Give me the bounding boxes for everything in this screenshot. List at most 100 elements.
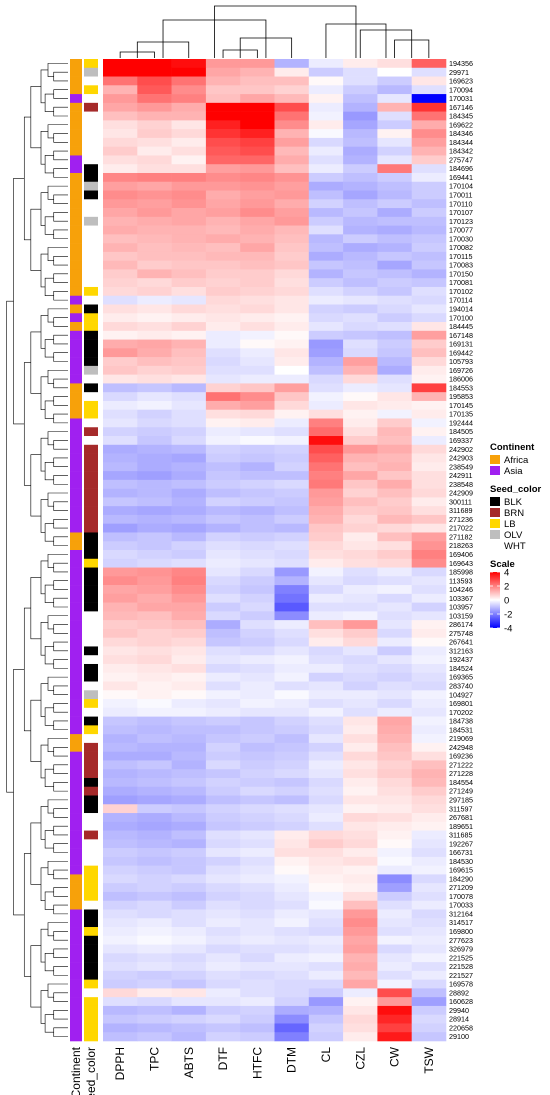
continent-cell	[70, 585, 82, 595]
continent-cell	[70, 471, 82, 481]
heatmap-cell	[343, 707, 378, 717]
row-dendrogram-link	[53, 703, 68, 713]
heatmap-cell	[137, 550, 172, 560]
heatmap-cell	[274, 944, 310, 954]
heatmap-cell	[103, 655, 138, 665]
row-label: 194014	[449, 304, 473, 313]
heatmap-cell	[205, 795, 241, 805]
heatmap-cell	[171, 400, 207, 411]
heatmap-cell	[171, 330, 207, 340]
heatmap-cell	[240, 628, 275, 638]
heatmap-cell	[240, 365, 275, 375]
continent-cell	[70, 1005, 82, 1015]
heatmap-cell	[103, 769, 138, 779]
heatmap-cell	[274, 865, 310, 875]
heatmap-cell	[274, 348, 310, 358]
heatmap-cell	[171, 558, 207, 568]
row-dendrogram-link	[23, 116, 31, 241]
heatmap-cell	[377, 269, 412, 279]
seed-color-cell	[84, 225, 98, 235]
heatmap-cell	[411, 707, 447, 717]
heatmap-cell	[377, 1014, 412, 1024]
continent-cell	[70, 129, 82, 139]
heatmap-cell	[103, 620, 138, 630]
heatmap-cell	[240, 786, 275, 796]
heatmap-cell	[240, 85, 275, 95]
heatmap-cell	[377, 155, 412, 165]
heatmap-cell	[171, 874, 207, 884]
row-label: 169643	[449, 559, 473, 568]
heatmap-cell	[103, 874, 138, 884]
heatmap-cell	[343, 339, 378, 349]
column-label: CZL	[353, 1047, 367, 1070]
seed-color-cell	[84, 646, 98, 656]
row-dendrogram-link	[53, 746, 68, 757]
heatmap-cell	[343, 506, 378, 516]
row-dendrogram-link	[53, 887, 68, 897]
heatmap-cell	[205, 392, 241, 402]
continent-cell	[70, 251, 82, 261]
heatmap-cell	[343, 690, 378, 700]
row-dendrogram-link	[30, 577, 41, 640]
row-label: 28914	[449, 1015, 469, 1024]
heatmap-cell	[308, 821, 344, 831]
legend-seed-title: Seed_color	[490, 484, 542, 495]
heatmap-cell	[377, 348, 412, 358]
continent-cell	[70, 655, 82, 665]
heatmap-cell	[411, 1032, 447, 1042]
heatmap-cell	[240, 383, 275, 393]
heatmap-cell	[411, 988, 447, 998]
row-dendrogram-link	[53, 150, 68, 161]
heatmap-cell	[240, 821, 275, 831]
heatmap-cell	[274, 85, 310, 95]
heatmap-cell	[205, 304, 241, 314]
heatmap-cell	[137, 786, 172, 796]
heatmap-cell	[240, 576, 275, 586]
seed-color-cell	[84, 427, 98, 437]
heatmap-cell	[171, 1005, 207, 1015]
row-dendrogram-link	[53, 580, 68, 590]
row-dendrogram-link	[44, 400, 54, 419]
row-dendrogram-link	[6, 300, 14, 793]
continent-cell	[70, 795, 82, 805]
seed-color-cell	[84, 927, 98, 937]
heatmap-cell	[377, 409, 412, 419]
column-label: DTF	[216, 1047, 230, 1070]
heatmap-cell	[103, 365, 138, 375]
row-dendrogram-link	[53, 659, 68, 669]
heatmap-cell	[171, 944, 207, 954]
heatmap-cell	[377, 523, 412, 533]
heatmap-cell	[308, 813, 344, 823]
heatmap-cell	[103, 357, 138, 367]
heatmap-cell	[205, 909, 241, 919]
scale-bar	[490, 572, 500, 628]
heatmap-cell	[137, 997, 172, 1007]
heatmap-cell	[343, 76, 378, 86]
seed-color-cell	[84, 541, 98, 551]
heatmap-cell	[308, 918, 344, 928]
heatmap-cell	[240, 742, 275, 752]
row-dendrogram-link	[53, 457, 68, 468]
heatmap-cell	[137, 576, 172, 586]
heatmap-cell	[274, 172, 310, 183]
heatmap-cell	[343, 602, 378, 612]
seed-color-cell	[84, 488, 98, 498]
heatmap-cell	[171, 523, 207, 533]
heatmap-cell	[137, 304, 172, 314]
heatmap-cell	[377, 918, 412, 928]
heatmap-cell	[274, 374, 310, 384]
heatmap-cell	[377, 383, 412, 393]
heatmap-cell	[411, 874, 447, 884]
heatmap-cell	[308, 830, 344, 840]
heatmap-cell	[171, 909, 207, 919]
heatmap-cell	[205, 462, 241, 472]
heatmap-cell	[205, 611, 241, 621]
row-dendrogram-link	[47, 247, 68, 261]
heatmap-cell	[240, 506, 275, 516]
heatmap-cell	[274, 409, 310, 419]
heatmap-cell	[205, 918, 241, 928]
continent-cell	[70, 769, 82, 779]
seed-color-cell	[84, 628, 98, 638]
heatmap-cell	[240, 497, 275, 507]
heatmap-cell	[171, 839, 207, 849]
